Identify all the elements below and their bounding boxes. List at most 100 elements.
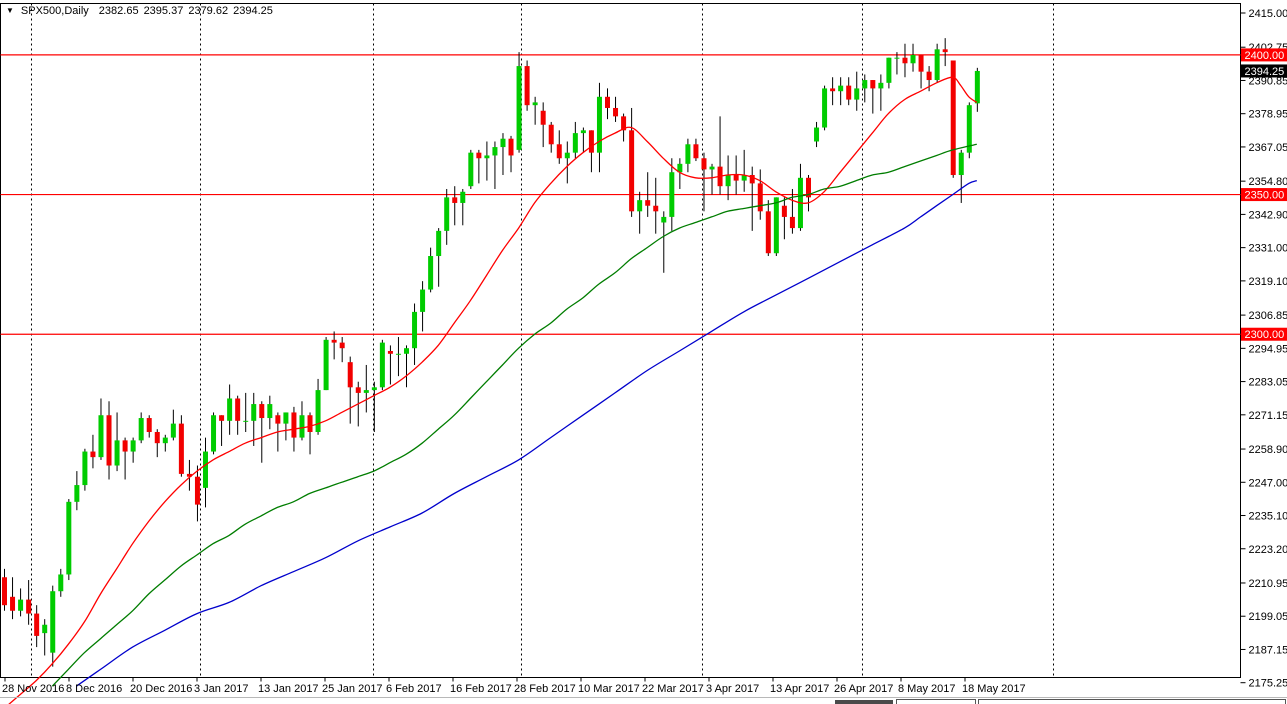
candle-body-bear <box>765 211 771 254</box>
candle-body-bear <box>749 175 755 184</box>
svg-text:2300.00: 2300.00 <box>1245 329 1285 341</box>
price-axis-label: 2271.15 <box>1249 410 1287 422</box>
candle-body-bear <box>26 599 32 614</box>
candle-body-bull <box>966 105 972 153</box>
candle-body-bull <box>420 289 426 312</box>
price-axis-label: 2294.95 <box>1249 343 1287 355</box>
candle-body-bear <box>653 205 659 212</box>
date-axis-label: 18 May 2017 <box>962 683 1026 695</box>
ma-mid-green-line[interactable] <box>51 143 977 687</box>
candle-body-bull <box>227 398 233 421</box>
candle-body-bull <box>862 80 868 89</box>
svg-text:2394.25: 2394.25 <box>1245 66 1285 78</box>
candle-body-bull <box>814 127 820 142</box>
price-axis-label: 2331.00 <box>1249 243 1287 255</box>
candle-body-bull <box>958 152 964 176</box>
candle-body-bull <box>596 96 602 153</box>
candle-body-bull <box>773 197 779 254</box>
window-fragment <box>896 699 976 704</box>
candle-body-bull <box>444 197 450 231</box>
candle-body-bull <box>725 175 731 187</box>
plot-area-border <box>0 3 1241 678</box>
candle-body-bear <box>34 613 40 636</box>
price-axis-label: 2378.95 <box>1249 109 1287 121</box>
current-price-tag: 2394.25 <box>1241 64 1287 78</box>
candle-body-bear <box>870 80 876 89</box>
candle-body-bull <box>138 418 144 441</box>
date-axis-label: 28 Nov 2016 <box>2 683 64 695</box>
candle-body-bear <box>122 440 128 452</box>
candle-body-bull <box>492 147 498 156</box>
candle-body-bear <box>605 96 610 108</box>
candle-body-bear <box>235 398 241 421</box>
candle-body-bear <box>90 451 96 458</box>
candle-body-bull <box>910 54 916 64</box>
candle-body-bull <box>299 415 305 438</box>
candle-body-bear <box>347 362 353 388</box>
price-axis-label: 2342.90 <box>1249 209 1287 221</box>
time-axis[interactable]: 28 Nov 2016 8 Dec 2016 20 Dec 2016 3 Jan 20… <box>2 677 1026 696</box>
symbol-period-label: SPX500,Daily <box>20 5 89 17</box>
month-separators <box>31 3 1054 678</box>
level-price-tag: 2350.00 <box>1241 188 1287 202</box>
window-fragment <box>978 699 1286 704</box>
candle-body-bear <box>645 200 651 206</box>
candle-body-bull <box>854 88 860 100</box>
candle-body-bear <box>629 130 635 212</box>
candle-body-bull <box>267 404 273 419</box>
candle-body-bull <box>580 130 586 134</box>
low-value: 2379.62 <box>188 5 229 17</box>
candle-body-bear <box>178 423 184 474</box>
date-axis-label: 6 Feb 2017 <box>386 683 442 695</box>
candle-body-bull <box>315 390 321 432</box>
candle-body-bull <box>283 412 289 424</box>
candle-body-bear <box>757 183 763 212</box>
price-axis-label: 2175.25 <box>1249 678 1287 690</box>
candle-body-bull <box>460 191 466 203</box>
date-axis-label: 3 Apr 2017 <box>706 683 759 695</box>
chart-menu-arrow-icon[interactable]: ▼ <box>6 6 14 15</box>
ohlc-header: ▼ SPX500,Daily 2382.65 2395.37 2379.62 2… <box>6 4 278 18</box>
candle-body-bear <box>387 350 393 354</box>
date-axis-label: 13 Apr 2017 <box>770 683 829 695</box>
price-axis[interactable]: 2415.002402.752390.852378.952367.052354.… <box>1240 8 1287 690</box>
candle-body-bear <box>926 71 932 81</box>
price-axis-label: 2258.90 <box>1249 444 1287 456</box>
candle-body-bear <box>259 404 265 419</box>
candle-body-bear <box>339 342 345 349</box>
candle-body-bear <box>355 387 361 393</box>
price-axis-label: 2354.80 <box>1249 176 1287 188</box>
candle-body-bull <box>669 172 675 217</box>
date-axis-label: 28 Feb 2017 <box>514 683 576 695</box>
candle-body-bull <box>58 574 64 592</box>
candle-body-bull <box>484 155 490 159</box>
candle-body-bull <box>98 415 104 458</box>
candle-body-bull <box>130 440 136 452</box>
candle-body-bull <box>371 387 377 391</box>
date-axis-label: 8 May 2017 <box>898 683 955 695</box>
candle-body-bear <box>291 412 297 438</box>
candle-body-bull <box>114 440 120 466</box>
candle-body-bull <box>886 57 892 83</box>
ma-slow-blue-line[interactable] <box>75 179 978 687</box>
candle-body-bear <box>733 175 739 181</box>
candle-body-bull <box>661 216 667 223</box>
candle-body-bull <box>500 138 506 148</box>
candle-body-bear <box>2 577 7 606</box>
candle-body-bear <box>275 415 281 424</box>
candle-body-bear <box>621 116 627 131</box>
candle-body-bear <box>540 110 546 125</box>
ma-fast-red-line[interactable] <box>4 76 978 704</box>
date-axis-label: 16 Feb 2017 <box>450 683 512 695</box>
candle-body-bull <box>436 230 442 257</box>
candle-body-bull <box>74 485 80 502</box>
candle-body-bear <box>548 124 554 145</box>
candle-body-bull <box>203 451 208 488</box>
price-axis-label: 2306.85 <box>1249 310 1287 322</box>
candle-body-bear <box>806 177 811 198</box>
price-axis-label: 2199.05 <box>1249 611 1287 623</box>
candle-body-bull <box>974 70 980 104</box>
candle-body-bear <box>307 415 313 432</box>
candle-body-bull <box>243 420 249 422</box>
